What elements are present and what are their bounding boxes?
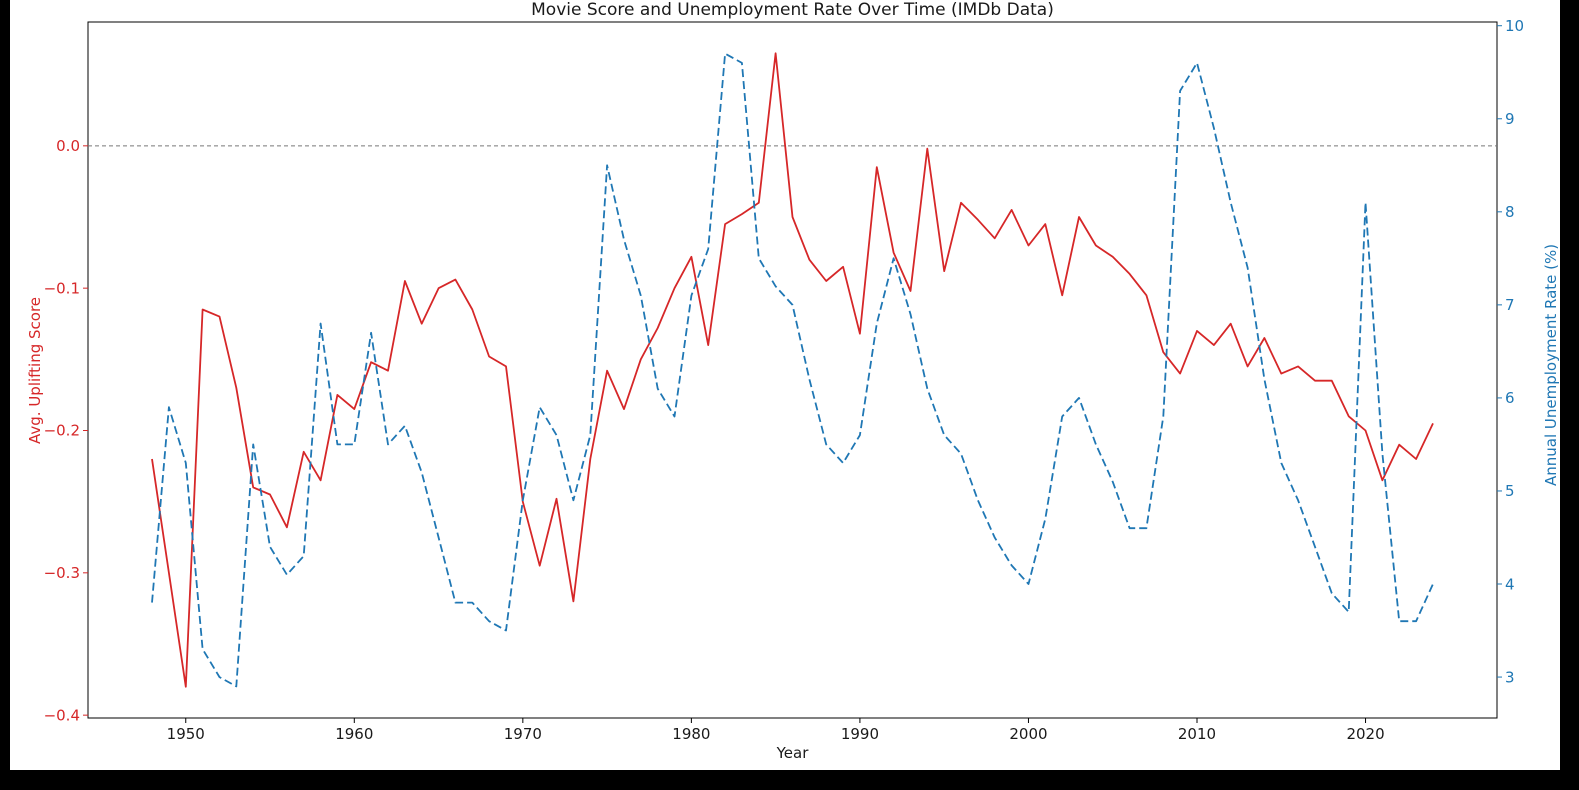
chart-canvas: 1950 1960 1970 1980 1990 2000 2010 2020 0.0 −0.1 −… [44,17,1525,743]
y-left-tick-label: −0.4 [44,706,80,724]
y-right-tick-label: 8 [1505,203,1515,221]
x-tick-label: 2020 [1346,725,1384,743]
x-tick-label: 1950 [167,725,205,743]
x-tick-label: 1970 [504,725,542,743]
y-left-tick-label: −0.1 [44,279,80,297]
y-right-tick-label: 3 [1505,668,1515,686]
plot-frame [87,21,1498,719]
y-left-tick-label: 0.0 [56,137,80,155]
y-right-tick-label: 7 [1505,296,1515,314]
x-tick-label: 1980 [672,725,710,743]
uplifting-score-line [151,52,1434,688]
y-axis-label-right: Annual Unemployment Rate (%) [1542,243,1560,486]
y-right-tick-label: 4 [1505,575,1515,593]
y-axis-label-left: Avg. Uplifting Score [26,296,44,444]
y-left-tick-label: −0.3 [44,564,80,582]
y-right-tick-label: 10 [1505,17,1524,35]
y-right-tick-label: 5 [1505,482,1515,500]
x-tick-label: 2010 [1178,725,1216,743]
chart-title: Movie Score and Unemployment Rate Over T… [531,0,1054,20]
unemployment-rate-line [151,52,1434,688]
x-tick-label: 1990 [841,725,879,743]
y-right-tick-label: 6 [1505,389,1515,407]
y-right-tick-label: 9 [1505,110,1515,128]
chart-figure: 1950 1960 1970 1980 1990 2000 2010 2020 0.0 −0.1 −… [10,0,1560,770]
y-left-tick-label: −0.2 [44,422,80,440]
x-tick-label: 2000 [1009,725,1047,743]
x-axis-label: Year [776,744,809,762]
x-tick-label: 1960 [335,725,373,743]
